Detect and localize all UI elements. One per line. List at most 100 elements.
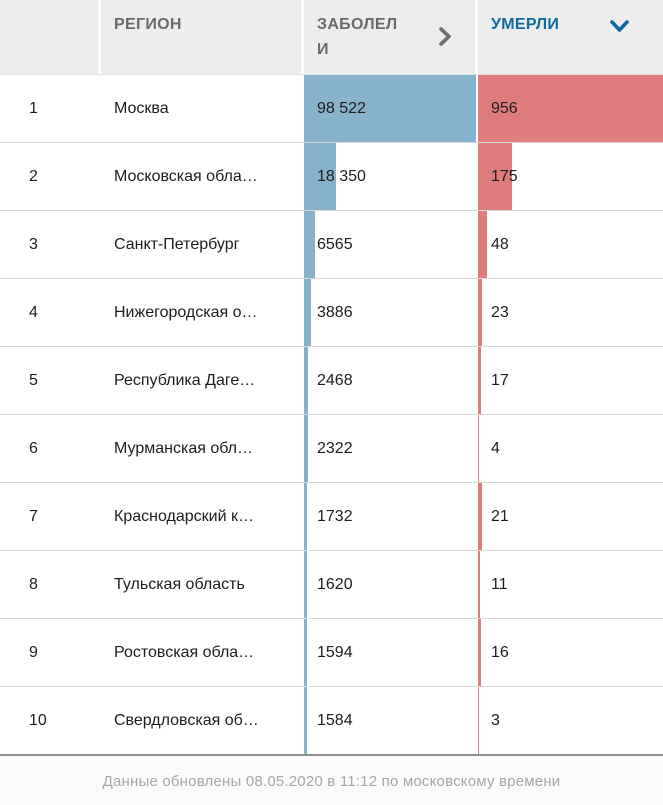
header-infected-cell[interactable]: ЗАБОЛЕЛИ (304, 0, 478, 74)
died-value: 956 (491, 99, 518, 117)
infected-value: 3886 (317, 303, 353, 321)
died-bar (478, 619, 482, 686)
region-cell: Краснодарский к… (101, 483, 304, 550)
table-row: 8 Тульская область 1620 11 (0, 550, 663, 618)
died-cell: 4 (478, 415, 663, 482)
rank-number: 1 (29, 99, 38, 117)
rank-cell: 3 (0, 211, 101, 278)
died-value: 48 (491, 235, 509, 253)
infected-bar (304, 687, 307, 754)
infected-cell: 3886 (304, 279, 478, 346)
table-row: 7 Краснодарский к… 1732 21 (0, 482, 663, 550)
infected-cell: 1732 (304, 483, 478, 550)
rank-cell: 10 (0, 687, 101, 754)
infected-bar (304, 551, 307, 618)
header-region-label: РЕГИОН (114, 16, 182, 33)
chevron-down-icon[interactable] (610, 20, 629, 32)
region-name: Мурманская обл… (114, 439, 253, 457)
region-cell: Мурманская обл… (101, 415, 304, 482)
infected-cell: 1594 (304, 619, 478, 686)
died-bar (478, 211, 488, 278)
died-value: 175 (491, 167, 518, 185)
died-bar (478, 75, 663, 142)
infected-cell: 2468 (304, 347, 478, 414)
infected-cell: 2322 (304, 415, 478, 482)
region-name: Московская обла… (114, 167, 258, 185)
region-name: Свердловская об… (114, 711, 259, 729)
table-body: 1 Москва 98 522 956 2 Московская обла… (0, 74, 663, 756)
table-header: РЕГИОН ЗАБОЛЕЛИ УМЕРЛИ (0, 0, 663, 74)
died-bar (478, 551, 481, 618)
died-bar (478, 415, 480, 482)
region-name: Республика Даге… (114, 371, 256, 389)
region-cell: Московская обла… (101, 143, 304, 210)
infected-bar (304, 619, 307, 686)
rank-cell: 1 (0, 75, 101, 142)
died-value: 3 (491, 711, 500, 729)
table-row: 1 Москва 98 522 956 (0, 74, 663, 142)
header-died-cell[interactable]: УМЕРЛИ (478, 0, 663, 74)
region-name: Ростовская обла… (114, 643, 255, 661)
infected-value: 98 522 (317, 99, 366, 117)
died-cell: 17 (478, 347, 663, 414)
died-value: 21 (491, 507, 509, 525)
died-value: 4 (491, 439, 500, 457)
infected-value: 1620 (317, 575, 353, 593)
infected-bar (304, 279, 311, 346)
rank-cell: 8 (0, 551, 101, 618)
rank-number: 10 (29, 711, 47, 729)
died-cell: 16 (478, 619, 663, 686)
region-cell: Республика Даге… (101, 347, 304, 414)
died-cell: 956 (478, 75, 663, 142)
rank-number: 5 (29, 371, 38, 389)
died-cell: 175 (478, 143, 663, 210)
rank-number: 4 (29, 303, 38, 321)
rank-number: 8 (29, 575, 38, 593)
infected-cell: 18 350 (304, 143, 478, 210)
region-cell: Нижегородская о… (101, 279, 304, 346)
died-cell: 3 (478, 687, 663, 754)
infected-cell: 98 522 (304, 75, 478, 142)
infected-value: 1732 (317, 507, 353, 525)
infected-cell: 6565 (304, 211, 478, 278)
died-value: 23 (491, 303, 509, 321)
infected-bar (304, 75, 476, 142)
rank-cell: 7 (0, 483, 101, 550)
header-region-cell: РЕГИОН (101, 0, 304, 74)
died-bar (478, 143, 512, 210)
region-cell: Санкт-Петербург (101, 211, 304, 278)
update-timestamp-text: Данные обновлены 08.05.2020 в 11:12 по м… (102, 773, 561, 790)
died-bar (478, 279, 483, 346)
died-cell: 11 (478, 551, 663, 618)
table-row: 6 Мурманская обл… 2322 4 (0, 414, 663, 482)
region-name: Тульская область (114, 575, 245, 593)
died-cell: 21 (478, 483, 663, 550)
header-rank-cell (0, 0, 101, 74)
region-cell: Свердловская об… (101, 687, 304, 754)
table-row: 4 Нижегородская о… 3886 23 (0, 278, 663, 346)
region-cell: Тульская область (101, 551, 304, 618)
infected-bar (304, 347, 309, 414)
died-value: 16 (491, 643, 509, 661)
region-name: Санкт-Петербург (114, 235, 240, 253)
infected-value: 1594 (317, 643, 353, 661)
died-cell: 48 (478, 211, 663, 278)
rank-cell: 6 (0, 415, 101, 482)
chevron-right-icon[interactable] (439, 27, 451, 46)
died-cell: 23 (478, 279, 663, 346)
infected-bar (304, 211, 316, 278)
update-timestamp: Данные обновлены 08.05.2020 в 11:12 по м… (0, 756, 663, 805)
infected-value: 6565 (317, 235, 353, 253)
rank-cell: 5 (0, 347, 101, 414)
rank-number: 7 (29, 507, 38, 525)
table-row: 9 Ростовская обла… 1594 16 (0, 618, 663, 686)
region-name: Москва (114, 99, 169, 117)
infected-value: 2322 (317, 439, 353, 457)
rank-cell: 9 (0, 619, 101, 686)
infected-value: 2468 (317, 371, 353, 389)
rank-number: 9 (29, 643, 38, 661)
table-row: 10 Свердловская об… 1584 3 (0, 686, 663, 754)
infected-value: 1584 (317, 711, 353, 729)
region-cell: Ростовская обла… (101, 619, 304, 686)
